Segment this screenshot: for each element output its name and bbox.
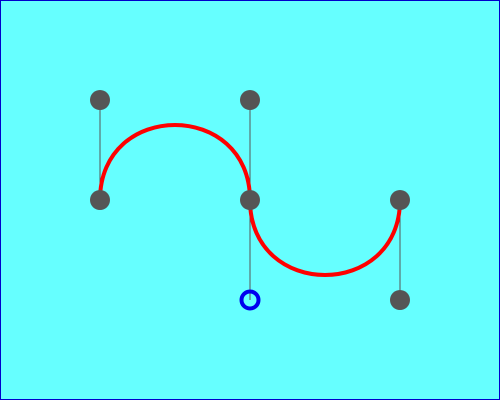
control-point-handle-1[interactable] xyxy=(90,90,110,110)
control-point-handle-2[interactable] xyxy=(240,90,260,110)
anchor-point-end[interactable] xyxy=(390,190,410,210)
control-point-handle-3-selected[interactable] xyxy=(239,289,261,311)
anchor-point-middle[interactable] xyxy=(240,190,260,210)
control-point-handle-4[interactable] xyxy=(390,290,410,310)
anchor-point-start[interactable] xyxy=(90,190,110,210)
